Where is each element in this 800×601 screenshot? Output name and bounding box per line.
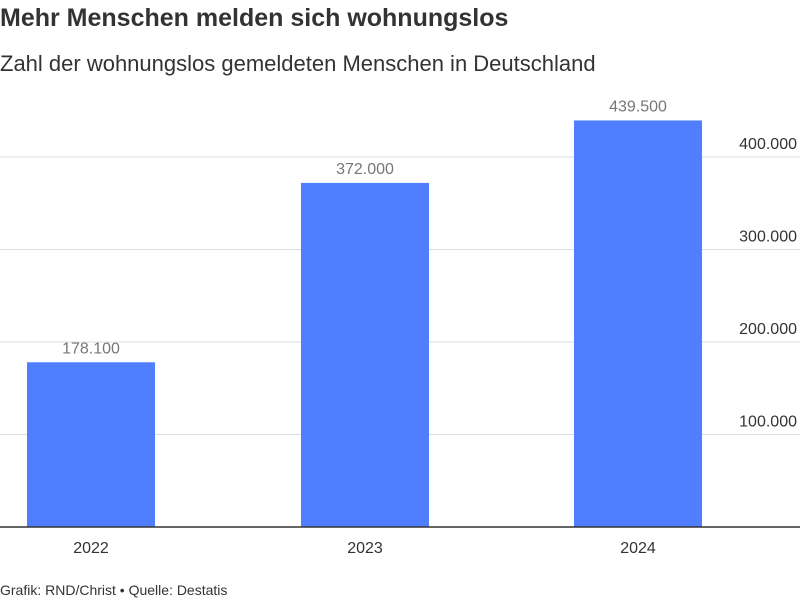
y-tick-label: 300.000	[739, 229, 797, 246]
data-label: 439.500	[609, 98, 667, 115]
data-label: 178.100	[62, 340, 120, 357]
bar	[574, 120, 702, 528]
source-credit: Grafik: RND/Christ • Quelle: Destatis	[0, 582, 228, 598]
chart-title: Mehr Menschen melden sich wohnungslos	[0, 4, 509, 32]
y-tick-label: 100.000	[739, 414, 797, 431]
x-tick-label: 2024	[620, 540, 656, 557]
labels: 100.000 200.000 300.000 400.000 178.100 2022 3…	[62, 98, 797, 557]
bars	[27, 120, 702, 528]
x-tick-label: 2023	[347, 540, 383, 557]
data-label: 372.000	[336, 161, 394, 178]
chart-subtitle: Zahl der wohnungslos gemeldeten Menschen…	[0, 51, 596, 76]
y-tick-label: 400.000	[739, 136, 797, 153]
bar	[27, 362, 155, 527]
y-tick-label: 200.000	[739, 321, 797, 338]
x-tick-label: 2022	[73, 540, 109, 557]
bar	[301, 182, 429, 527]
